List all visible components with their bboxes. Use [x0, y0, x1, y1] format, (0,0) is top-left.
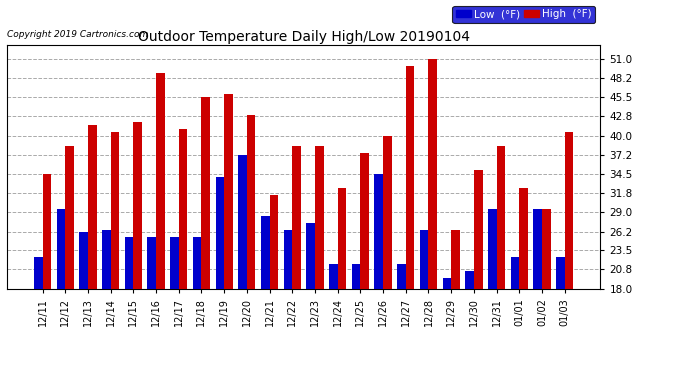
Bar: [179, 129, 188, 289]
Bar: [564, 132, 573, 289]
Bar: [511, 257, 520, 289]
Bar: [65, 146, 74, 289]
Bar: [420, 230, 428, 289]
Bar: [156, 73, 165, 289]
Bar: [465, 272, 474, 289]
Bar: [148, 237, 156, 289]
Bar: [406, 66, 415, 289]
Bar: [215, 177, 224, 289]
Bar: [133, 122, 142, 289]
Bar: [337, 188, 346, 289]
Bar: [201, 97, 210, 289]
Text: Copyright 2019 Cartronics.com: Copyright 2019 Cartronics.com: [7, 30, 148, 39]
Bar: [193, 237, 201, 289]
Bar: [397, 264, 406, 289]
Bar: [270, 195, 278, 289]
Bar: [451, 230, 460, 289]
Bar: [497, 146, 505, 289]
Legend: Low  (°F), High  (°F): Low (°F), High (°F): [453, 6, 595, 22]
Bar: [360, 153, 369, 289]
Bar: [556, 257, 564, 289]
Bar: [293, 146, 301, 289]
Bar: [352, 264, 360, 289]
Bar: [88, 125, 97, 289]
Bar: [170, 237, 179, 289]
Bar: [520, 188, 528, 289]
Bar: [247, 115, 255, 289]
Bar: [488, 209, 497, 289]
Bar: [261, 216, 270, 289]
Bar: [43, 174, 51, 289]
Bar: [533, 209, 542, 289]
Bar: [383, 135, 392, 289]
Bar: [238, 155, 247, 289]
Bar: [125, 237, 133, 289]
Bar: [542, 209, 551, 289]
Bar: [329, 264, 337, 289]
Title: Outdoor Temperature Daily High/Low 20190104: Outdoor Temperature Daily High/Low 20190…: [137, 30, 470, 44]
Bar: [79, 232, 88, 289]
Bar: [375, 174, 383, 289]
Bar: [284, 230, 293, 289]
Bar: [34, 257, 43, 289]
Bar: [442, 278, 451, 289]
Bar: [315, 146, 324, 289]
Bar: [57, 209, 65, 289]
Bar: [102, 230, 110, 289]
Bar: [474, 170, 482, 289]
Bar: [224, 94, 233, 289]
Bar: [110, 132, 119, 289]
Bar: [428, 59, 437, 289]
Bar: [306, 223, 315, 289]
